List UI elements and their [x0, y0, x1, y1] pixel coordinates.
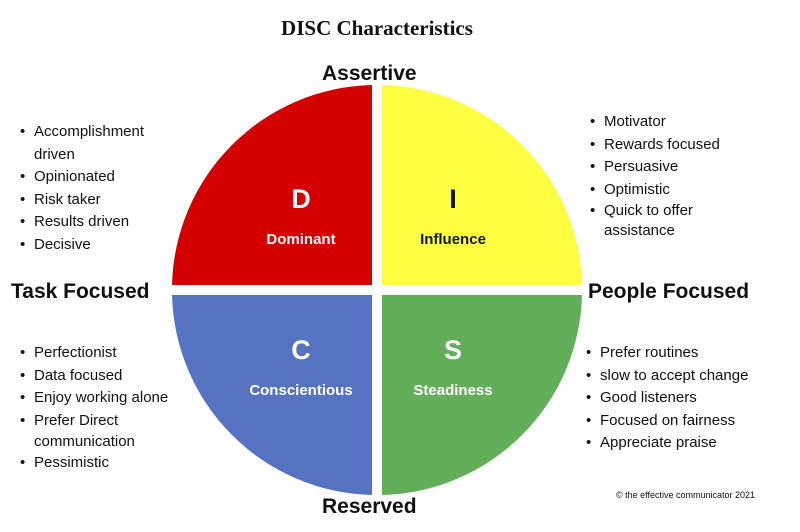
trait: Focused on fairness — [586, 410, 786, 433]
diagram-title: DISC Characteristics — [281, 16, 473, 40]
trait: Enjoy working alone — [20, 387, 190, 410]
trait: Perfectionist — [20, 342, 190, 365]
trait: Risk taker — [20, 189, 170, 212]
traits-conscientious: Perfectionist Data focused Enjoy working… — [20, 342, 190, 474]
traits-dominant: Accomplishment driven Opinionated Risk t… — [20, 121, 170, 256]
trait: Data focused — [20, 365, 190, 388]
trait: Decisive — [20, 234, 170, 257]
label-influence: Influence — [420, 231, 486, 248]
trait: Opinionated — [20, 166, 170, 189]
copyright: © the effective communicator 2021 — [616, 490, 756, 500]
trait: Results driven — [20, 211, 170, 234]
trait: Motivator — [590, 111, 740, 134]
trait: Optimistic — [590, 179, 740, 202]
letter-s: S — [444, 335, 462, 365]
quadrant-dominant — [172, 85, 372, 285]
label-conscientious: Conscientious — [249, 382, 352, 399]
trait: Prefer routines — [586, 342, 786, 365]
trait: Prefer Direct communication — [20, 410, 174, 452]
quadrant-conscientious — [172, 295, 372, 495]
axis-right-label: People Focused — [588, 280, 750, 303]
trait: Appreciate praise — [586, 432, 786, 455]
traits-steadiness: Prefer routines slow to accept change Go… — [586, 342, 786, 455]
quadrant-influence — [382, 85, 582, 285]
axis-top-label: Assertive — [322, 62, 417, 85]
axis-left-label: Task Focused — [11, 280, 150, 303]
trait: Pessimistic — [20, 452, 190, 475]
letter-i: I — [449, 184, 457, 214]
label-steadiness: Steadiness — [413, 382, 492, 399]
trait: Good listeners — [586, 387, 786, 410]
label-dominant: Dominant — [266, 231, 335, 248]
trait: slow to accept change — [586, 365, 786, 388]
traits-influence: Motivator Rewards focused Persuasive Opt… — [590, 111, 740, 241]
trait: Quick to offer assistance — [590, 201, 740, 241]
letter-c: C — [291, 335, 311, 365]
trait: Persuasive — [590, 156, 740, 179]
letter-d: D — [291, 184, 311, 214]
trait: Rewards focused — [590, 134, 740, 157]
trait: Accomplishment driven — [20, 121, 170, 166]
axis-bottom-label: Reserved — [322, 495, 417, 518]
quadrant-steadiness — [382, 295, 582, 495]
